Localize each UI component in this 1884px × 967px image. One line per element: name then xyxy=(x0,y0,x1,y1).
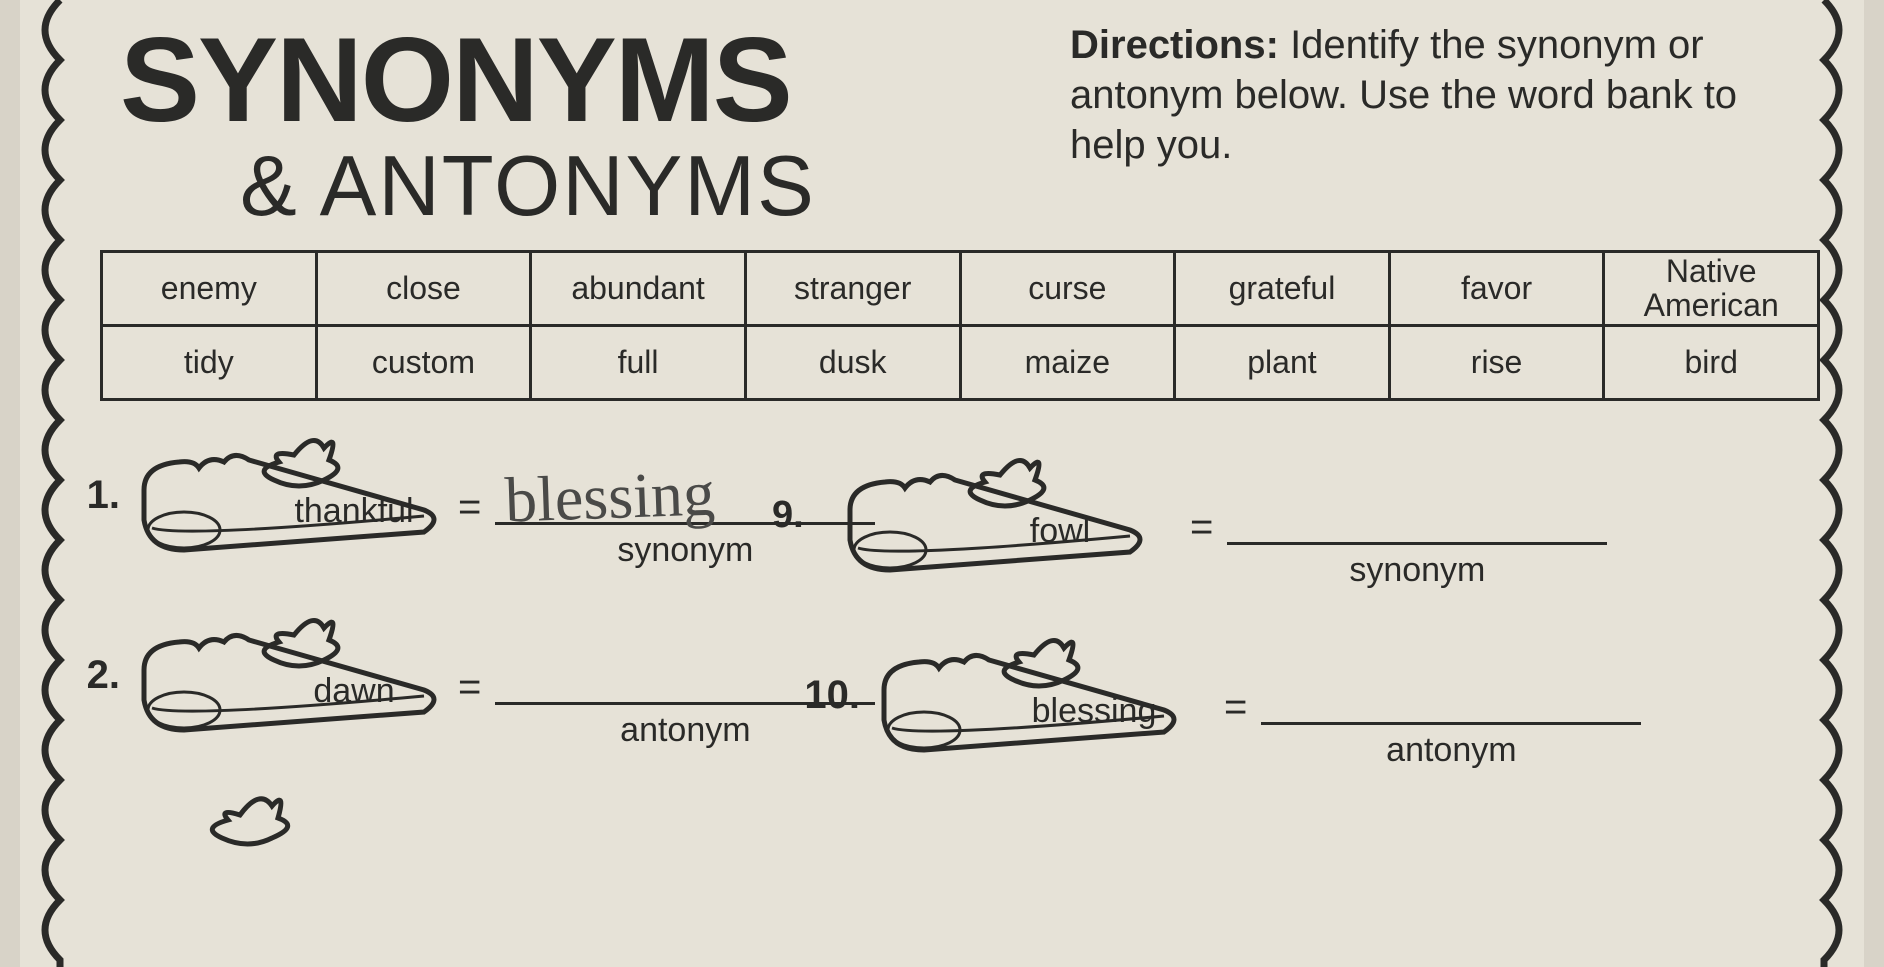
answer-line[interactable]: blessing xyxy=(495,465,875,525)
problem-word: thankful xyxy=(264,492,444,531)
problem-number: 2. xyxy=(60,653,120,698)
problem-number-overlap: 9. xyxy=(772,494,804,537)
wordbank-cell: maize xyxy=(960,326,1175,400)
header: SYNONYMS & ANTONYMS Directions: Identify… xyxy=(120,20,1760,220)
problem-number: 10. xyxy=(780,673,860,718)
wordbank-row-1: enemy close abundant stranger curse grat… xyxy=(102,252,1819,326)
answer-block: antonym xyxy=(1261,665,1641,770)
pie-icon: blessing xyxy=(864,620,1184,770)
answer-line[interactable] xyxy=(1227,485,1607,545)
handwritten-answer: blessing xyxy=(504,456,716,537)
answer-type: synonym xyxy=(1227,551,1607,590)
wordbank-cell: curse xyxy=(960,252,1175,326)
wordbank-cell: bird xyxy=(1604,326,1819,400)
title-main: SYNONYMS xyxy=(120,20,1020,140)
wordbank-cell: favor xyxy=(1389,252,1604,326)
wordbank-cell: full xyxy=(531,326,746,400)
pie-icon: dawn xyxy=(124,600,444,750)
answer-type: synonym xyxy=(495,531,875,570)
directions-label: Directions: xyxy=(1070,23,1279,67)
wordbank-cell: dusk xyxy=(745,326,960,400)
wordbank-cell: grateful xyxy=(1175,252,1390,326)
title-sub: & ANTONYMS xyxy=(240,144,1020,229)
problem-number: 1. xyxy=(60,473,120,518)
problem-word: fowl xyxy=(970,512,1150,551)
pie-icon: thankful xyxy=(124,420,444,570)
problem-word: dawn xyxy=(264,672,444,711)
pie-icon: fowl xyxy=(830,440,1150,590)
worksheet-sheet: SYNONYMS & ANTONYMS Directions: Identify… xyxy=(20,0,1864,967)
wordbank-row-2: tidy custom full dusk maize plant rise b… xyxy=(102,326,1819,400)
problem-10: 10. blessing = antonym xyxy=(780,620,1830,770)
problem-9: fowl = synonym xyxy=(830,440,1830,590)
wordbank-cell: stranger xyxy=(745,252,960,326)
word-bank-table: enemy close abundant stranger curse grat… xyxy=(100,250,1820,401)
answer-block: blessing synonym xyxy=(495,465,875,570)
equals-sign: = xyxy=(1190,505,1213,590)
wordbank-cell: abundant xyxy=(531,252,746,326)
answer-line[interactable] xyxy=(1261,665,1641,725)
problem-word: blessing xyxy=(1004,692,1184,731)
wordbank-cell: custom xyxy=(316,326,531,400)
wordbank-cell: plant xyxy=(1175,326,1390,400)
equals-sign: = xyxy=(1224,685,1247,770)
equals-sign: = xyxy=(458,665,481,750)
wordbank-cell: rise xyxy=(1389,326,1604,400)
equals-sign: = xyxy=(458,485,481,570)
problems-area: 1. thankful = blessing synonym 9. xyxy=(60,410,1860,960)
wordbank-cell: tidy xyxy=(102,326,317,400)
title-block: SYNONYMS & ANTONYMS xyxy=(120,20,1020,220)
answer-type: antonym xyxy=(1261,731,1641,770)
pie-icon-partial xyxy=(160,780,340,870)
wordbank-cell: Native American xyxy=(1604,252,1819,326)
wordbank-cell: close xyxy=(316,252,531,326)
answer-block: synonym xyxy=(1227,485,1607,590)
wordbank-cell: enemy xyxy=(102,252,317,326)
directions-text: Directions: Identify the synonym or anto… xyxy=(1020,20,1760,220)
